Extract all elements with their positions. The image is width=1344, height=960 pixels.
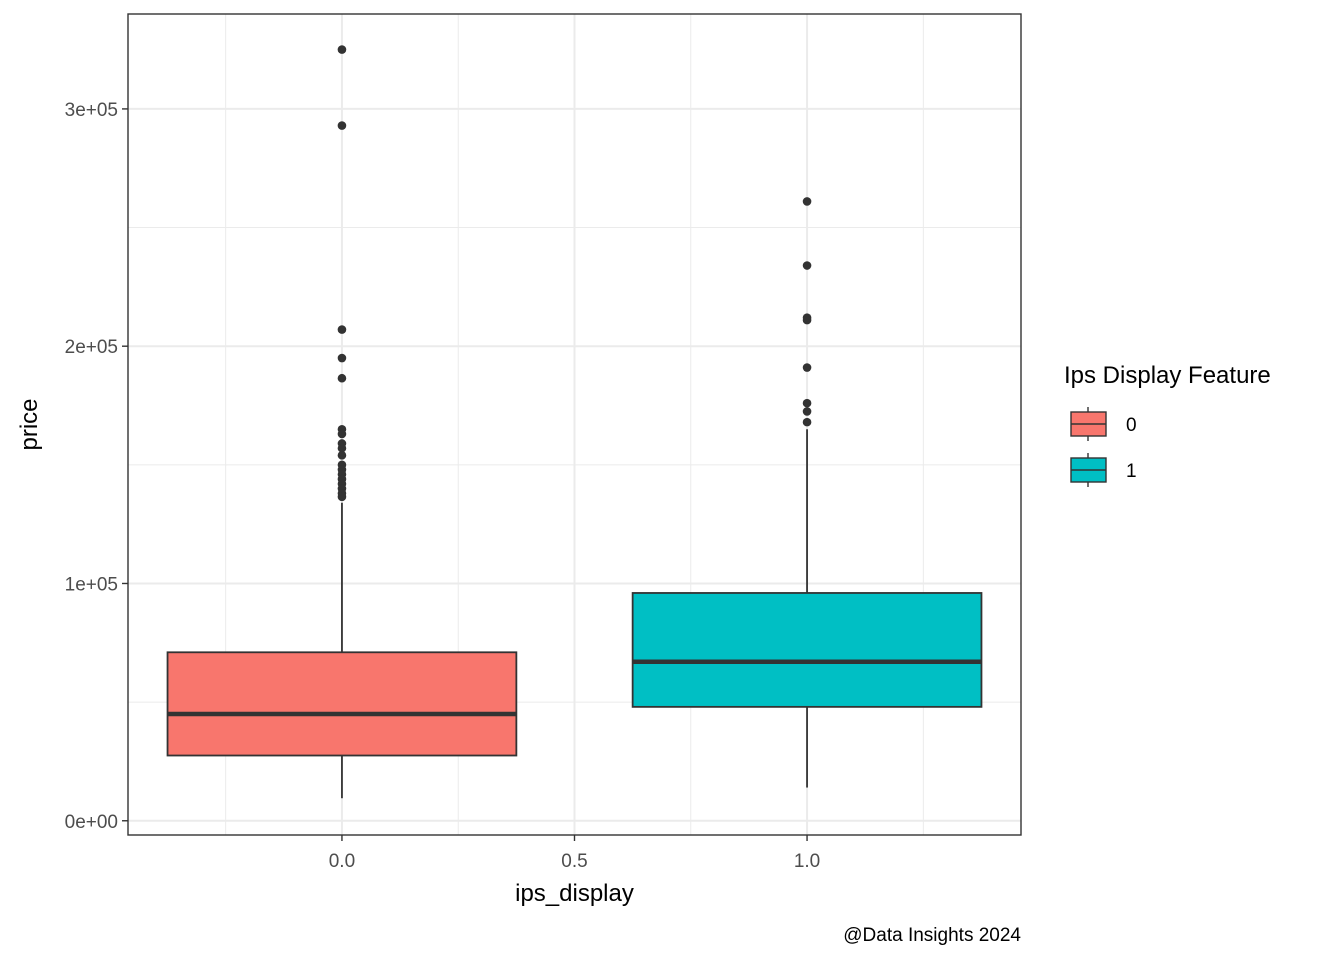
legend-entry-0: 0 <box>1070 407 1137 441</box>
caption: @Data Insights 2024 <box>843 925 1021 946</box>
outlier-point <box>802 315 812 325</box>
outlier-point <box>337 443 347 453</box>
y-tick-label: 0e+00 <box>65 812 118 833</box>
legend-label: 0 <box>1126 415 1137 436</box>
outlier-point <box>337 121 347 130</box>
outlier-point <box>337 429 347 439</box>
box-iqr <box>166 651 518 757</box>
y-axis-title: price <box>16 398 43 450</box>
outlier-point <box>802 261 812 270</box>
x-tick-label: 0.5 <box>561 851 587 872</box>
outlier-point <box>802 398 812 408</box>
outlier-point <box>802 197 812 206</box>
box-group-0 <box>166 45 518 799</box>
outlier-point <box>337 451 347 460</box>
legend-entries: 01 <box>1070 407 1137 487</box>
y-tick-label: 2e+05 <box>65 337 118 358</box>
outlier-point <box>337 353 347 363</box>
outlier-point <box>337 45 347 54</box>
boxes <box>166 45 983 799</box>
outlier-point <box>337 492 347 502</box>
box-group-1 <box>631 197 983 788</box>
axis-ticks: 0e+00 1e+05 2e+05 3e+05 0.0 0.5 1.0 <box>65 100 821 872</box>
outlier-point <box>802 417 812 427</box>
box-iqr <box>631 592 983 708</box>
x-tick-label: 1.0 <box>794 851 820 872</box>
legend-title: Ips Display Feature <box>1064 362 1271 389</box>
x-axis-title: ips_display <box>515 880 634 907</box>
y-tick-label: 3e+05 <box>65 100 118 121</box>
outlier-point <box>337 373 347 383</box>
outlier-point <box>802 407 812 416</box>
x-tick-label: 0.0 <box>329 851 355 872</box>
legend: Ips Display Feature 01 <box>1064 362 1271 487</box>
legend-entry-1: 1 <box>1070 453 1137 487</box>
outlier-point <box>802 363 812 372</box>
y-tick-label: 1e+05 <box>65 574 118 595</box>
legend-label: 1 <box>1126 461 1137 482</box>
outlier-point <box>337 325 347 334</box>
